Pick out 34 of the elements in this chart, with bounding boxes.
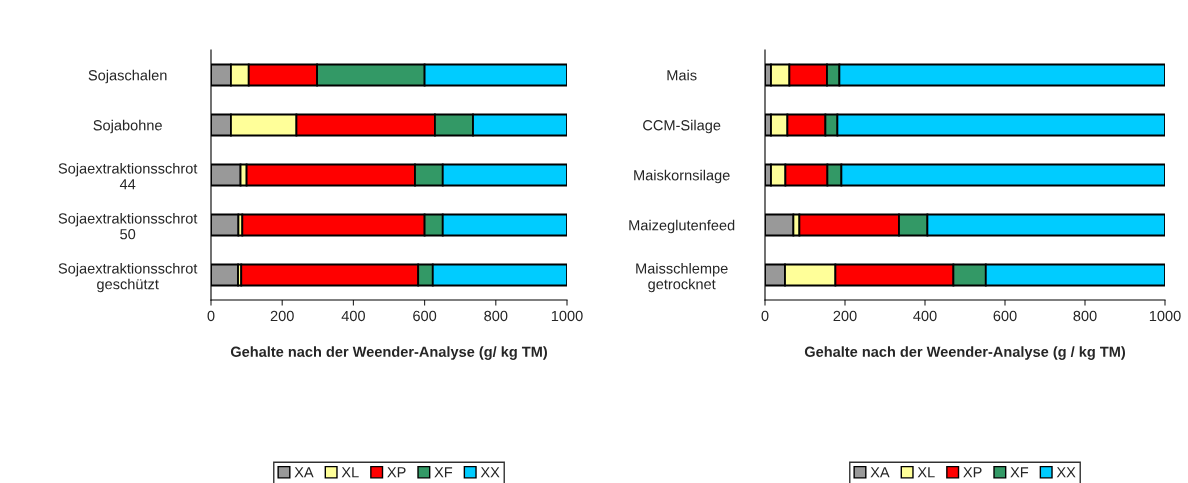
legend-label: XA <box>870 467 890 478</box>
legend-label: XF <box>434 467 453 478</box>
x-axis-title: Gehalte nach der Weender-Analyse (g/ kg TM) <box>230 346 547 360</box>
y-tick-label: Sojaschalen <box>88 69 167 84</box>
y-tick-label: Maisschlempe getrocknet <box>636 262 728 293</box>
x-tick-label: 0 <box>207 310 215 322</box>
y-tick-label: Mais <box>667 69 697 81</box>
x-tick-label: 800 <box>1073 310 1097 322</box>
x-axis-title: Gehalte nach der Weender-Analyse (g / kg TM) <box>804 346 1126 360</box>
legend-label: XX <box>480 467 500 478</box>
x-tick-label: 0 <box>761 310 769 322</box>
legend-label: XP <box>963 467 982 478</box>
legend-label: XA <box>294 467 314 478</box>
x-tick-label: 400 <box>913 310 937 322</box>
y-tick-label: Maiskornsilage <box>634 169 730 184</box>
legend-label: XL <box>341 467 359 478</box>
x-tick-label: 1000 <box>1149 310 1181 322</box>
x-tick-label: 600 <box>413 310 437 322</box>
y-tick-label: Sojaextraktionsschrot 44 <box>58 162 198 190</box>
x-tick-label: 200 <box>833 310 857 322</box>
y-tick-label: CCM-Silage <box>643 119 721 134</box>
legend-label: XP <box>387 467 406 478</box>
x-tick-label: 200 <box>270 310 294 322</box>
y-tick-label: Sojabohne <box>93 119 162 134</box>
legend-label: XF <box>1010 467 1029 478</box>
x-tick-label: 400 <box>341 310 365 322</box>
x-tick-label: 800 <box>484 310 508 322</box>
y-tick-label: Sojaextraktionsschrot geschützt <box>58 262 198 293</box>
legend-label: XL <box>917 467 935 478</box>
x-tick-label: 600 <box>993 310 1017 322</box>
x-tick-label: 1000 <box>551 310 583 322</box>
y-tick-label: Sojaextraktionsschrot 50 <box>58 212 198 240</box>
legend-label: XX <box>1056 467 1076 478</box>
y-tick-label: Maizeglutenfeed <box>629 219 735 234</box>
